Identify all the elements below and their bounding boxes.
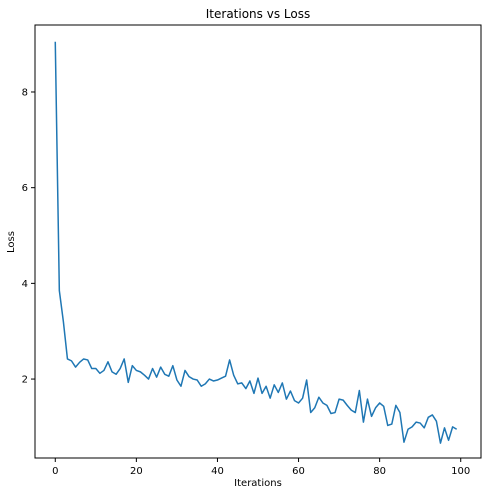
x-tick-label: 0: [52, 466, 58, 477]
plot-frame: [34, 24, 482, 459]
x-tick-label: 20: [130, 466, 143, 477]
y-axis: 2 4 6 8: [22, 87, 35, 386]
y-tick-label: 2: [22, 375, 28, 386]
x-tick-label: 100: [451, 466, 470, 477]
x-tick-label: 60: [292, 466, 305, 477]
x-tick-label: 80: [373, 466, 386, 477]
x-axis-label: Iterations: [234, 478, 282, 489]
y-tick-label: 4: [22, 279, 28, 290]
y-tick-label: 8: [22, 87, 28, 98]
y-tick-label: 6: [22, 183, 28, 194]
chart-title: Iterations vs Loss: [206, 7, 310, 21]
y-axis-label: Loss: [6, 231, 17, 253]
x-axis: 0 20 40 60 80 100: [52, 458, 470, 477]
loss-series-line: [54, 41, 458, 444]
x-tick-label: 40: [211, 466, 224, 477]
